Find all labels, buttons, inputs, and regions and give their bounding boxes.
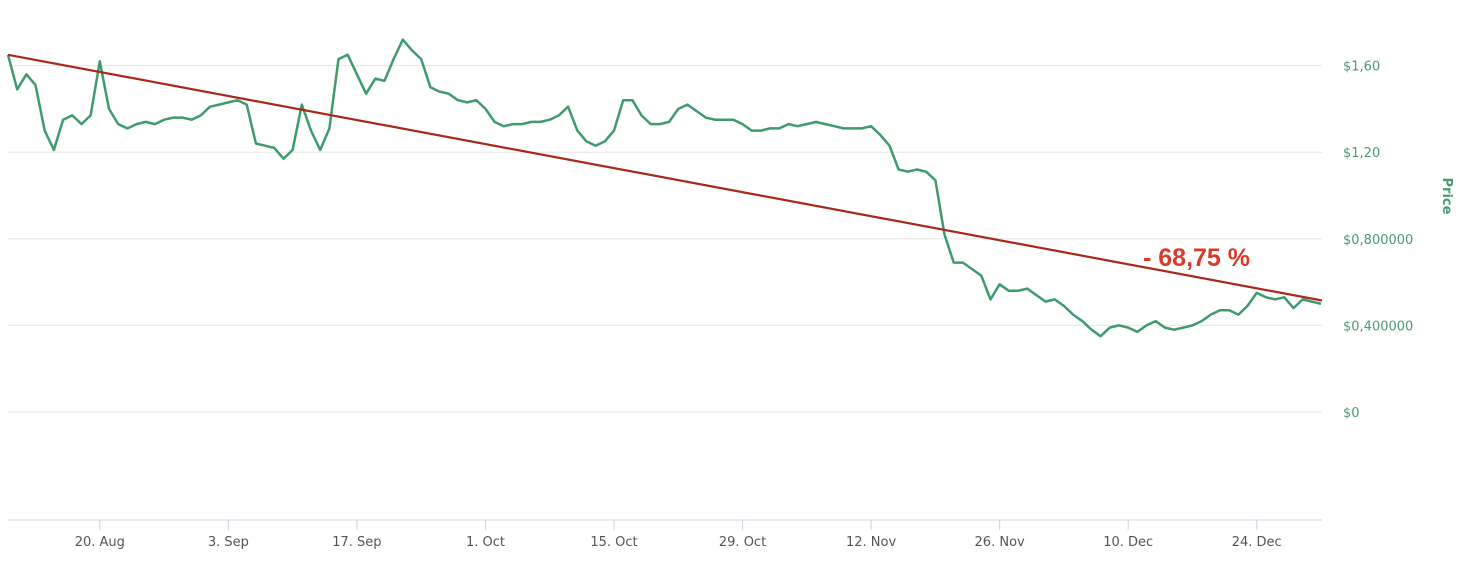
percent-change-annotation: - 68,75 % [1143,244,1250,272]
price-series-line[interactable] [6,38,1322,338]
x-tick-label: 29. Oct [719,535,766,550]
y-tick-label: $0 [1343,406,1360,421]
x-tick-label: 20. Aug [75,535,125,550]
x-tick-label: 1. Oct [466,535,505,550]
trend-line [7,53,1323,302]
x-axis-ticks: 20. Aug 3. Sep 17. Sep 1. Oct 15. Oct 29. Oct… [75,520,1282,550]
x-tick-label: 3. Sep [208,535,249,550]
x-tick-label: 17. Sep [332,535,381,550]
x-tick-label: 15. Oct [590,535,637,550]
x-tick-label: 24. Dec [1232,535,1282,550]
gridlines [8,65,1322,413]
y-tick-label: $1,60 [1343,60,1380,75]
y-axis-ticks: $0 $0,400000 $0,800000 $1,20 $1,60 [1343,60,1413,421]
x-tick-label: 12. Nov [846,535,896,550]
y-tick-label: $0,400000 [1343,319,1413,334]
y-tick-label: $0,800000 [1343,233,1413,248]
y-axis-title: Price [1439,178,1454,215]
x-tick-label: 10. Dec [1103,535,1153,550]
x-tick-label: 26. Nov [975,535,1025,550]
y-tick-label: $1,20 [1343,146,1380,161]
